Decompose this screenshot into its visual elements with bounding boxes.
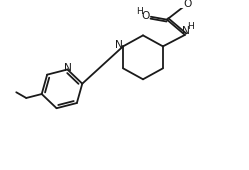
Text: O: O: [142, 11, 150, 21]
Text: N: N: [115, 40, 123, 50]
Text: H: H: [187, 22, 194, 31]
Text: N: N: [64, 63, 72, 73]
Text: N: N: [182, 26, 190, 36]
Text: O: O: [184, 0, 192, 9]
Text: H: H: [136, 6, 143, 15]
